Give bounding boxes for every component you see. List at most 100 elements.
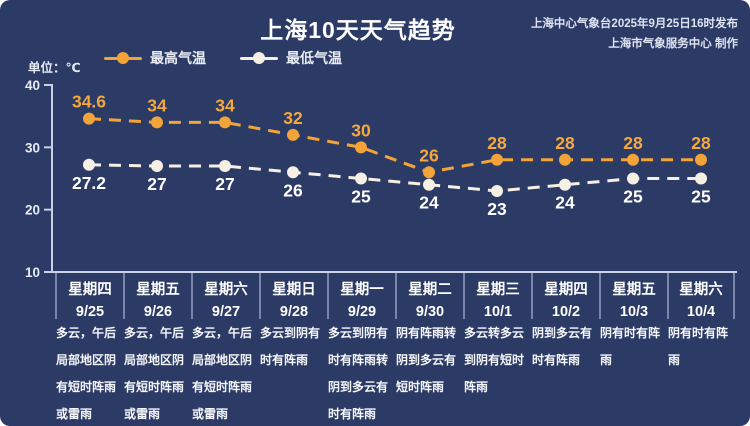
legend-min-label: 最低气温 (286, 50, 342, 66)
weather-column: 阴到多云有时有阵雨 (531, 320, 599, 426)
max-temp-value: 30 (351, 120, 371, 140)
day-column: 星期三 10/1 (463, 273, 531, 320)
weather-text: 阴有阵雨转阴到多云有短时阵雨 (396, 326, 457, 394)
date-label: 10/2 (551, 304, 581, 320)
min-temp-point (83, 158, 95, 171)
unit-label: 单位：℃ (28, 61, 81, 75)
date-label: 9/25 (75, 304, 105, 320)
min-temp-value: 25 (351, 187, 371, 207)
legend-item-min: 最低气温 (240, 48, 342, 68)
max-temp-value: 28 (487, 133, 507, 153)
date-label: 10/1 (483, 304, 513, 320)
max-temp-marker-icon (104, 52, 142, 64)
weather-column: 阴有时有阵雨 (667, 320, 735, 426)
min-temp-point (559, 178, 571, 191)
day-column: 星期四 9/25 (55, 273, 123, 320)
day-column: 星期二 9/30 (395, 273, 463, 320)
weekday-label: 星期一 (340, 282, 384, 298)
max-temp-value: 34.6 (72, 92, 106, 112)
day-column: 星期六 10/4 (667, 273, 735, 320)
weekday-label: 星期日 (272, 282, 316, 298)
attribution-producer: 上海市气象服务中心 制作 (608, 38, 738, 50)
weather-text: 多云到阴有时有阵雨转阴到多云有时有阵雨 (328, 326, 389, 421)
min-temp-value: 23 (487, 199, 507, 219)
day-column: 星期一 9/29 (327, 273, 395, 320)
min-temp-value: 27.2 (72, 173, 106, 193)
weather-text: 多云到阴有时有阵雨 (260, 326, 321, 367)
date-label: 10/4 (686, 304, 716, 320)
attribution: 上海中心气象台2025年9月25日16时发布 上海市气象服务中心 制作 (531, 14, 738, 54)
min-temp-value: 25 (623, 187, 643, 207)
weather-column: 多云到阴有时有阵雨转阴到多云有时有阵雨 (327, 320, 395, 426)
weekday-label: 星期三 (476, 282, 520, 298)
weather-text: 多云转多云到阴有短时阵雨 (464, 326, 525, 394)
min-temp-value: 24 (419, 193, 439, 213)
weather-text: 阴有时有阵雨 (668, 326, 729, 367)
max-temp-point (695, 153, 707, 166)
min-temp-marker-icon (240, 52, 278, 64)
min-temp-value: 25 (691, 187, 711, 207)
max-temp-point (423, 166, 435, 179)
max-temp-value: 28 (623, 133, 643, 153)
weather-column: 阴有阵雨转阴到多云有短时阵雨 (395, 320, 463, 426)
page-title: 上海10天天气趋势 (260, 17, 456, 43)
weather-text: 多云，午后局部地区阴有短时阵雨或雷雨 (56, 326, 117, 421)
date-label: 9/27 (211, 304, 241, 320)
day-column: 星期五 10/3 (599, 273, 667, 320)
weather-column: 多云，午后局部地区阴有短时阵雨或雷雨 (123, 320, 191, 426)
weekday-label: 星期五 (612, 282, 656, 298)
min-temp-point (627, 172, 639, 185)
weekday-label: 星期五 (136, 282, 180, 298)
min-temp-point (491, 184, 503, 197)
weather-text: 多云，午后局部地区阴有短时阵雨或雷雨 (192, 326, 253, 421)
weather-column: 多云，午后局部地区阴有短时阵雨或雷雨 (55, 320, 123, 426)
y-tick-label: 40 (25, 78, 40, 93)
max-temp-point (151, 116, 163, 129)
min-temp-line (88, 163, 701, 193)
max-temp-value: 34 (215, 95, 235, 115)
min-temp-value: 27 (147, 174, 166, 194)
attribution-issued: 上海中心气象台2025年9月25日16时发布 (530, 18, 738, 30)
weather-column: 阴有时有阵雨 (599, 320, 667, 426)
date-label: 9/26 (143, 304, 173, 320)
max-temp-point (559, 153, 571, 166)
max-temp-point (287, 128, 299, 141)
y-tick-label: 10 (25, 265, 40, 280)
min-temp-point (151, 160, 163, 173)
day-column: 星期四 10/2 (531, 273, 599, 320)
min-temp-value: 27 (215, 174, 234, 194)
max-temp-value: 32 (283, 108, 303, 128)
max-temp-value: 28 (691, 133, 711, 153)
max-temp-point (355, 141, 367, 154)
legend-max-label: 最高气温 (150, 50, 206, 66)
max-temp-value: 26 (419, 145, 439, 165)
day-header-row: 星期四 9/25 星期五 9/26 星期六 9/27 星期日 9/28 星期一 9/29 星期二 9/… (55, 273, 737, 320)
max-temp-line (88, 117, 701, 174)
min-temp-value: 26 (283, 180, 303, 200)
day-column: 星期六 9/27 (191, 273, 259, 320)
y-tick-label: 30 (25, 140, 40, 155)
weather-column: 多云，午后局部地区阴有短时阵雨或雷雨 (191, 320, 259, 426)
min-temp-point (355, 172, 367, 185)
weekday-label: 星期六 (204, 282, 248, 298)
day-column: 星期五 9/26 (123, 273, 191, 320)
min-temp-value: 24 (555, 193, 575, 213)
max-temp-value: 28 (555, 133, 575, 153)
weather-column: 多云到阴有时有阵雨 (259, 320, 327, 426)
chart-legend: 最高气温 最低气温 (104, 48, 342, 68)
date-label: 10/3 (619, 304, 649, 320)
date-label: 9/29 (347, 304, 377, 320)
weather-text: 多云，午后局部地区阴有短时阵雨或雷雨 (124, 326, 185, 421)
min-temp-point (219, 160, 231, 173)
min-temp-point (423, 178, 435, 191)
weekday-label: 星期四 (68, 282, 112, 298)
weather-text: 阴有时有阵雨 (600, 326, 661, 367)
weather-text-row: 多云，午后局部地区阴有短时阵雨或雷雨 多云，午后局部地区阴有短时阵雨或雷雨 多云，午… (55, 320, 737, 426)
min-temp-point (287, 166, 299, 179)
y-tick-label: 20 (25, 203, 40, 218)
max-temp-value: 34 (147, 95, 167, 115)
weather-text: 阴到多云有时有阵雨 (532, 326, 593, 367)
day-column: 星期日 9/28 (259, 273, 327, 320)
